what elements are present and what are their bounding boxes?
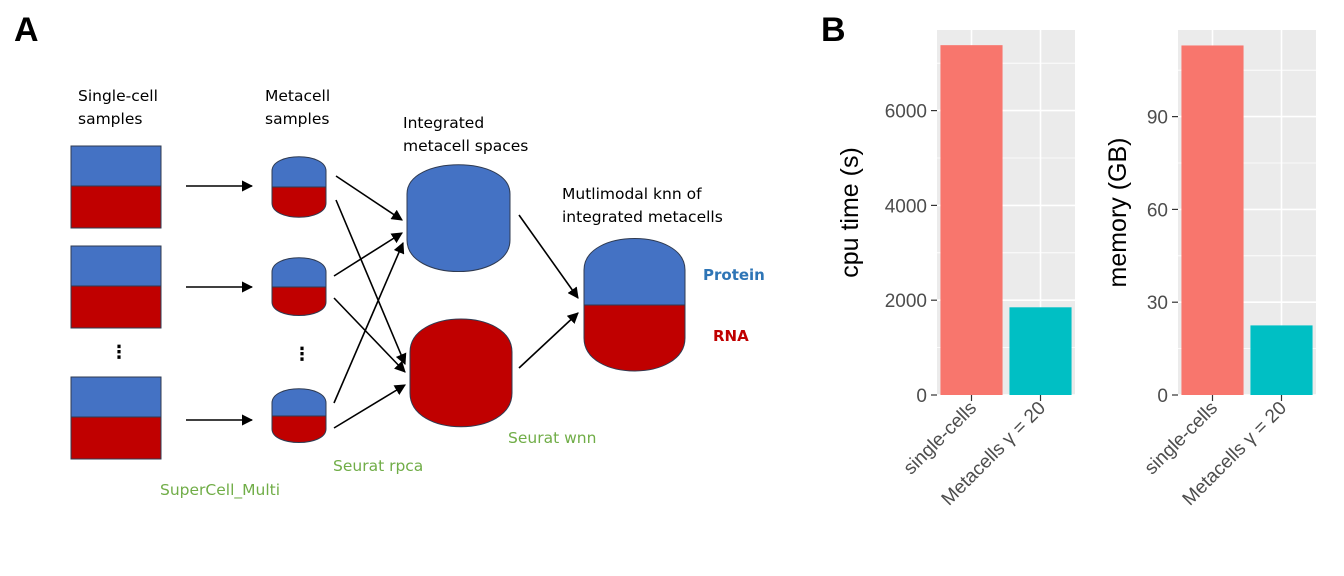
panel-b-letter: B bbox=[821, 11, 846, 49]
metacell-samples-label-line2: samples bbox=[265, 110, 329, 128]
bar-single-cells bbox=[940, 45, 1003, 396]
supercell-multi-label: SuperCell_Multi bbox=[160, 481, 280, 500]
multimodal-knn-cylinder bbox=[583, 238, 686, 372]
integrated-spaces-label-line1: Integrated bbox=[403, 114, 484, 132]
metacell-samples-label-line1: Metacell bbox=[265, 87, 330, 105]
multimodal-knn-label-line1: Mutlimodal knn of bbox=[562, 185, 702, 203]
metacell-ellipsis: ⋮ bbox=[293, 344, 311, 365]
seurat-wnn-label: Seurat wnn bbox=[508, 429, 596, 447]
multimodal-knn-label-line2: integrated metacells bbox=[562, 208, 723, 226]
y-tick-label: 30 bbox=[1147, 293, 1168, 314]
y-tick-label: 2000 bbox=[885, 291, 927, 312]
panel-a: A Single-cell samples Metacell samples I… bbox=[14, 11, 765, 500]
single-cell-sample-2 bbox=[70, 245, 162, 329]
metacell-sample-3 bbox=[271, 388, 327, 443]
rna-label: RNA bbox=[713, 327, 749, 345]
integrated-spaces-label-line2: metacell spaces bbox=[403, 137, 528, 155]
seurat-rpca-label: Seurat rpca bbox=[333, 457, 423, 475]
supercell-arrows bbox=[186, 180, 254, 426]
bar-single-cells bbox=[1181, 45, 1244, 396]
y-tick-label: 60 bbox=[1147, 200, 1168, 221]
bar-metacells bbox=[1250, 325, 1313, 395]
integrated-rna-cylinder bbox=[409, 318, 513, 428]
y-tick-label: 0 bbox=[1157, 386, 1168, 407]
metacell-sample-2 bbox=[271, 257, 327, 316]
single-cell-ellipsis: ⋮ bbox=[110, 342, 128, 363]
y-tick-label: 6000 bbox=[885, 102, 927, 123]
y-axis-label: memory (GB) bbox=[1104, 138, 1132, 288]
single-cell-samples-label-line1: Single-cell bbox=[78, 87, 158, 105]
y-tick-label: 4000 bbox=[885, 196, 927, 217]
metacell-sample-1 bbox=[271, 156, 327, 218]
bar-metacells bbox=[1009, 307, 1072, 395]
protein-label: Protein bbox=[703, 266, 765, 284]
integrated-protein-cylinder bbox=[406, 164, 511, 272]
y-tick-label: 90 bbox=[1147, 108, 1168, 129]
single-cell-sample-1 bbox=[70, 145, 162, 229]
seurat-rpca-arrows bbox=[333, 175, 407, 429]
panel-a-letter: A bbox=[14, 11, 39, 49]
y-axis-label: cpu time (s) bbox=[836, 147, 864, 278]
single-cell-sample-3 bbox=[70, 376, 162, 460]
single-cell-samples-label-line2: samples bbox=[78, 110, 142, 128]
seurat-wnn-arrows bbox=[518, 214, 579, 369]
y-tick-label: 0 bbox=[916, 386, 927, 407]
